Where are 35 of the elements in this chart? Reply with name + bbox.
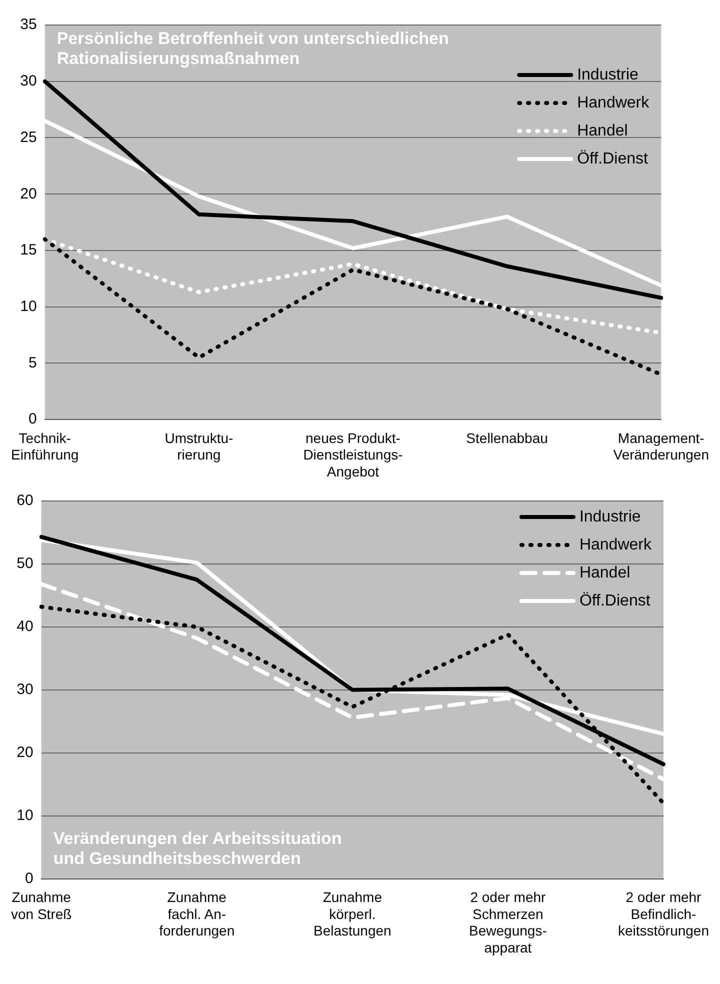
y-tick-label: 60	[16, 492, 34, 510]
x-tick-label: Management- Veränderungen	[613, 430, 710, 463]
y-tick-label: 30	[16, 681, 34, 698]
y-tick-label: 0	[28, 410, 37, 428]
y-tick-label: 10	[16, 806, 34, 824]
y-tick-label: 10	[20, 298, 37, 315]
x-tick-label: 2 oder mehr Befindlich- keitsstörungen	[618, 889, 710, 939]
y-tick-label: 5	[28, 354, 37, 372]
legend-label: Öff.Dienst	[577, 149, 648, 168]
y-tick-label: 35	[20, 16, 37, 34]
y-tick-label: 15	[20, 242, 37, 259]
legend-label: Handwerk	[579, 536, 652, 554]
x-tick-label: Stellenabbau	[466, 430, 548, 446]
x-tick-label: neues Produkt- Dienstleistungs- Angebot	[303, 430, 404, 480]
y-tick-label: 20	[16, 744, 34, 762]
x-tick-label: Zunahme von Streß	[10, 889, 72, 922]
x-tick-label: Zunahme körperl. Belastungen	[313, 889, 392, 939]
legend-label: Handel	[577, 122, 628, 140]
y-tick-label: 25	[20, 128, 37, 146]
text: Persönliche Betroffenheit von unterschiedlichen Rationalisierungsmaßnahmen	[56, 29, 449, 68]
x-tick-label: Technik- Einführung	[11, 430, 79, 463]
x-tick-label: Zunahme fachl. An- forderungen	[159, 889, 235, 939]
y-tick-label: 40	[16, 618, 34, 636]
y-tick-label: 50	[16, 555, 34, 572]
y-tick-label: 30	[20, 72, 37, 90]
text: Veränderungen der Arbeitssituation und Gesundheitsbeschwerden	[53, 828, 342, 868]
legend-label: Öff.Dienst	[579, 591, 651, 610]
legend-label: Handwerk	[577, 94, 650, 112]
x-tick-label: 2 oder mehr Schmerzen Bewegungs- apparat	[469, 889, 548, 956]
legend-label: Industrie	[579, 508, 641, 526]
y-tick-label: 0	[25, 870, 34, 887]
legend-label: Industrie	[577, 66, 639, 84]
y-tick-label: 20	[20, 185, 37, 202]
legend-label: Handel	[579, 564, 630, 582]
x-tick-label: Umstruktu- rierung	[164, 430, 234, 463]
